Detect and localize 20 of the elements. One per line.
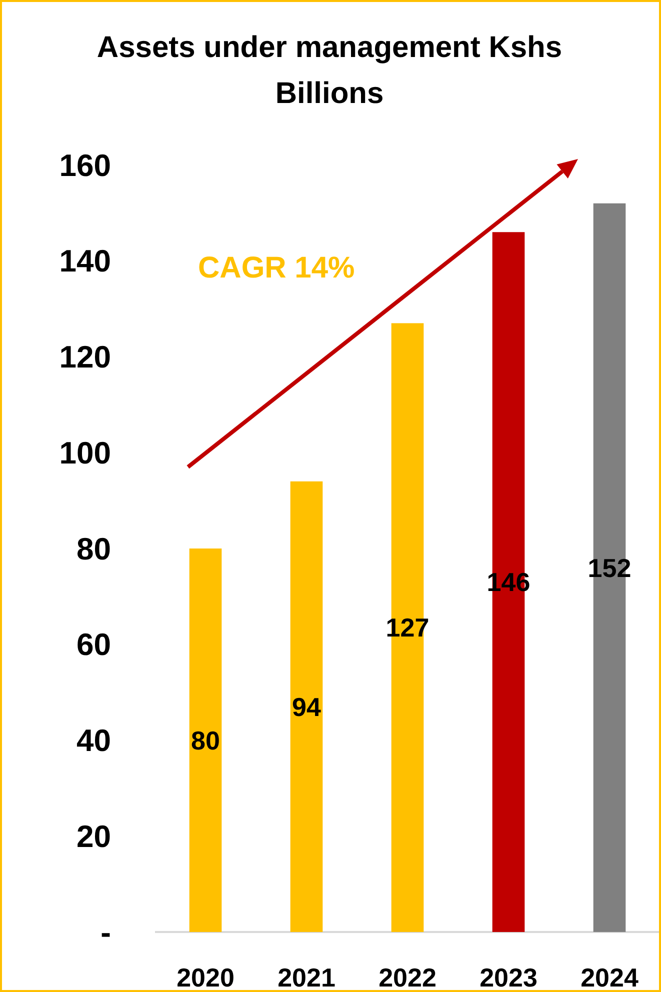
y-tick-label: 40 xyxy=(76,723,111,758)
x-tick-label: 2020 xyxy=(176,962,234,992)
chart-title: Assets under management Kshs Billions xyxy=(96,31,562,110)
bar xyxy=(290,481,323,932)
data-label: 80 xyxy=(191,725,220,756)
y-tick-label: 140 xyxy=(59,244,111,279)
x-tick-label: 2022 xyxy=(378,962,436,992)
x-tick-label: 2024 xyxy=(580,962,639,992)
y-tick-label: 20 xyxy=(76,818,111,854)
bar xyxy=(189,548,222,932)
y-tick-label: 160 xyxy=(59,148,111,183)
x-tick-label: 2021 xyxy=(278,962,336,992)
x-tick-label: 2023 xyxy=(480,962,538,992)
y-tick-label: 80 xyxy=(76,531,111,566)
y-tick-label: 120 xyxy=(59,340,111,375)
annotation: CAGR 14% xyxy=(198,252,355,284)
y-tick-label: - xyxy=(100,914,111,950)
y-tick-label: 60 xyxy=(76,627,111,662)
data-label: 94 xyxy=(292,692,322,722)
y-tick-label: 100 xyxy=(59,435,111,470)
